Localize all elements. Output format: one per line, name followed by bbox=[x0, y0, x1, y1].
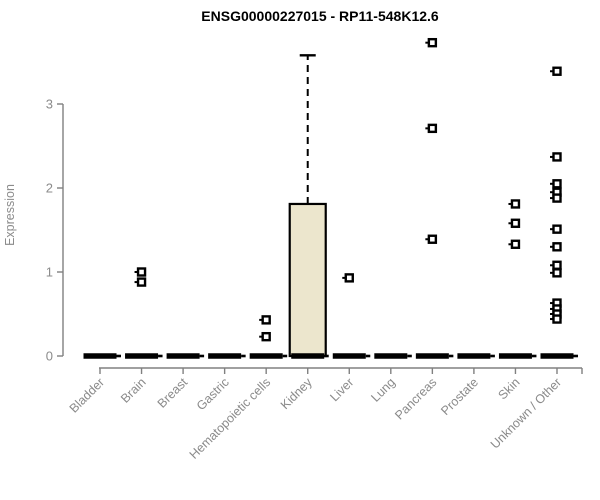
median-bar-stub bbox=[573, 354, 578, 358]
outlier-point bbox=[552, 66, 562, 76]
median-bar bbox=[498, 353, 532, 359]
median-bar-stub bbox=[531, 354, 537, 358]
outlier-point bbox=[552, 260, 562, 270]
median-bar-stub bbox=[282, 354, 288, 358]
x-category-label: Prostate bbox=[438, 375, 481, 418]
median-bar-stub bbox=[490, 354, 495, 358]
x-category-label: Pancreas bbox=[392, 375, 439, 422]
outlier-point bbox=[427, 123, 438, 134]
y-tick-label: 1 bbox=[46, 265, 53, 280]
y-tick-label: 3 bbox=[46, 97, 53, 112]
x-category-label: Liver bbox=[327, 375, 356, 404]
x-category-label: Kidney bbox=[278, 375, 315, 412]
median-bar-stub bbox=[158, 354, 163, 358]
outlier-point bbox=[427, 37, 438, 48]
outlier-point bbox=[552, 314, 562, 324]
median-bar bbox=[415, 353, 449, 359]
median-bar-stub bbox=[241, 354, 246, 358]
outlier-point bbox=[261, 331, 271, 342]
median-bar bbox=[457, 353, 491, 359]
y-tick-label: 0 bbox=[46, 349, 53, 364]
x-category-label: Unknown / Other bbox=[488, 375, 564, 451]
outlier-point bbox=[552, 242, 562, 252]
x-category-label: Skin bbox=[495, 375, 522, 402]
outlier-point bbox=[552, 179, 562, 189]
outlier-point bbox=[552, 268, 562, 278]
median-bar-stub bbox=[116, 354, 121, 358]
outlier-point bbox=[510, 199, 521, 209]
outlier-point bbox=[136, 277, 147, 287]
x-category-label: Gastric bbox=[194, 375, 232, 413]
median-bar bbox=[83, 353, 117, 359]
x-category-label: Hematopoietic cells bbox=[187, 375, 274, 462]
median-bar-stub bbox=[324, 354, 329, 358]
y-axis-title: Expression bbox=[3, 184, 17, 246]
x-category-label: Breast bbox=[155, 375, 191, 411]
x-category-label: Bladder bbox=[67, 375, 107, 415]
outlier-point bbox=[510, 239, 521, 249]
outlier-point bbox=[427, 234, 438, 244]
median-bar bbox=[208, 353, 242, 359]
median-bar bbox=[249, 353, 283, 359]
outlier-point bbox=[552, 193, 562, 203]
median-bar-stub bbox=[365, 354, 371, 358]
plot-area: 0 1 2 3 Bladder Brain Breast GastricHematopoiet… bbox=[46, 37, 583, 462]
median-bar-stub bbox=[448, 354, 454, 358]
x-category-label: Lung bbox=[368, 375, 398, 405]
y-tick-label: 2 bbox=[46, 181, 53, 196]
median-bar-stub bbox=[199, 354, 205, 358]
outlier-point bbox=[136, 267, 147, 277]
median-bar bbox=[125, 353, 159, 359]
median-bar bbox=[332, 353, 366, 359]
median-bar bbox=[291, 353, 325, 359]
outlier-point bbox=[344, 273, 354, 283]
median-bar bbox=[166, 353, 200, 359]
chart-title: ENSG00000227015 - RP11-548K12.6 bbox=[201, 8, 439, 24]
outlier-point bbox=[510, 218, 521, 228]
outlier-point bbox=[552, 152, 562, 162]
median-bar-stub bbox=[407, 354, 412, 358]
x-category-label: Brain bbox=[118, 375, 149, 406]
outlier-point bbox=[552, 224, 562, 234]
outlier-point bbox=[261, 315, 271, 325]
median-bar bbox=[540, 353, 574, 359]
box-rect bbox=[288, 202, 327, 358]
median-bar bbox=[374, 353, 408, 359]
